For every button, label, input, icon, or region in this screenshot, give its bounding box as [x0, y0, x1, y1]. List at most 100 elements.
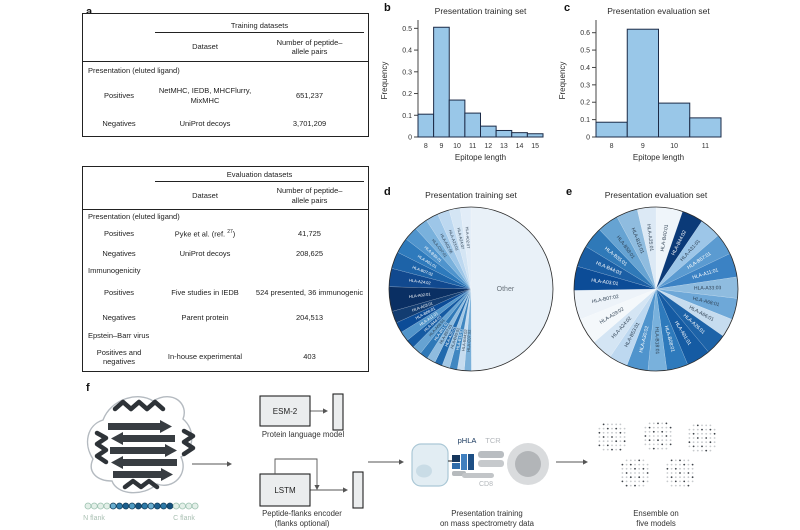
- model-dot: [646, 476, 649, 479]
- panel-letter-c: c: [564, 2, 571, 14]
- table-row: Negatives Parent protein 204,513: [102, 312, 324, 322]
- model-dot: [692, 432, 695, 435]
- x-tick-label: 10: [670, 143, 678, 150]
- bar-length-8: [595, 121, 628, 138]
- peptide-bead: [141, 502, 149, 510]
- pie-chart-presentation-evaluation: Presentation evaluation set HLA-B40:01 HLA…: [573, 190, 739, 372]
- bar-length-8: [417, 113, 435, 138]
- model-dot: [688, 441, 691, 444]
- x-axis-label: Epitope length: [455, 153, 506, 162]
- model-dot: [652, 422, 655, 425]
- model-dot: [606, 431, 609, 434]
- bar-length-14: [511, 132, 528, 138]
- model-dot: [687, 476, 690, 479]
- slice-label: HLA-B15:01: [455, 327, 465, 350]
- model-dot: [623, 440, 626, 443]
- model-dot: [688, 437, 691, 439]
- model-dot: [652, 439, 655, 442]
- protein-structure-illustration: [86, 395, 196, 494]
- model-dot: [687, 463, 690, 466]
- model-dot: [619, 423, 622, 426]
- model-dot: [598, 436, 601, 438]
- model-dot: [713, 441, 716, 444]
- model-dot: [701, 449, 703, 452]
- model-dot: [669, 426, 672, 429]
- model-dot: [666, 480, 669, 483]
- x-tick-label: 9: [439, 143, 443, 150]
- antigen-presenting-cell: [411, 443, 449, 487]
- peptide-bead: [128, 502, 136, 510]
- model-dot: [642, 484, 645, 487]
- model-dot: [657, 439, 659, 442]
- model-dot: [615, 436, 618, 438]
- model-dot: [705, 432, 708, 435]
- model-dot: [669, 439, 672, 442]
- model-dot: [713, 428, 716, 431]
- model-dot: [625, 476, 628, 479]
- model-dot: [625, 484, 628, 487]
- model-dot: [674, 476, 677, 479]
- model-dot: [691, 463, 694, 466]
- chart-title: Presentation evaluation set: [605, 190, 708, 200]
- flank-bead: [84, 502, 92, 510]
- evaluation-table-title: Evaluation datasets: [155, 170, 364, 182]
- pipeline-diagram: N flank C flank ESM-2 LSTM: [83, 393, 716, 522]
- model-dot: [621, 480, 624, 483]
- y-tick-label: 0: [586, 135, 590, 142]
- model-dot: [691, 480, 694, 483]
- model-dot: [611, 436, 613, 438]
- model-dot: [644, 443, 647, 446]
- model-dot: [665, 443, 668, 446]
- arrow-icon: [343, 487, 348, 493]
- bar-length-13: [495, 129, 513, 138]
- model-dot: [598, 427, 601, 430]
- model-dot: [679, 459, 681, 462]
- bar-length-9: [433, 26, 450, 138]
- model-dot: [674, 467, 677, 470]
- model-dot: [611, 423, 613, 426]
- peptide-bead-chain: [84, 502, 199, 510]
- chart-title: Presentation training set: [435, 6, 527, 16]
- model-dot: [623, 427, 626, 430]
- model-dot: [598, 444, 601, 447]
- model-dot: [692, 424, 695, 427]
- bar-chart-presentation-training: Presentation training set 0 0.1 0.2 0.3 0.4 0.…: [380, 6, 544, 162]
- x-tick-label: 14: [516, 143, 524, 150]
- model-dot: [692, 445, 695, 448]
- cell-nucleus: [416, 464, 432, 478]
- model-dot: [621, 476, 624, 479]
- model-dot: [666, 467, 669, 470]
- model-dot: [638, 459, 641, 462]
- model-dot: [669, 430, 672, 433]
- model-dot: [709, 441, 712, 444]
- slice-label: HLA-B18:01: [653, 327, 659, 355]
- flank-bead: [185, 502, 193, 510]
- model-dot: [687, 459, 690, 462]
- lstm-recurrence-loop: [274, 458, 318, 486]
- slice-label: HLA-B07:02: [591, 294, 619, 305]
- model-dot: [674, 472, 677, 474]
- model-dot: [670, 476, 673, 479]
- model-dot: [674, 459, 677, 462]
- model-dot: [638, 476, 641, 479]
- peptide-bead: [147, 502, 155, 510]
- model-dot: [652, 435, 655, 437]
- model-dot: [670, 484, 673, 487]
- slice-label: HLA-A03:01: [591, 278, 619, 288]
- model-dot: [691, 472, 694, 474]
- model-dot: [692, 437, 695, 439]
- model-dot: [666, 476, 669, 479]
- y-tick-label: 0.2: [580, 100, 590, 107]
- x-tick-label: 8: [610, 143, 614, 150]
- model-dot: [629, 480, 632, 483]
- model-dot: [602, 431, 605, 434]
- model-dot: [661, 447, 664, 450]
- x-tick-label: 9: [641, 143, 645, 150]
- model-dot: [629, 472, 632, 474]
- model-dot: [652, 443, 655, 446]
- model-dot: [666, 463, 669, 466]
- model-dot: [665, 435, 668, 437]
- model-dot: [638, 472, 641, 474]
- flow-arrows: [192, 408, 588, 493]
- table-row: Positives Five studies in IEDB 524 prese…: [103, 287, 364, 297]
